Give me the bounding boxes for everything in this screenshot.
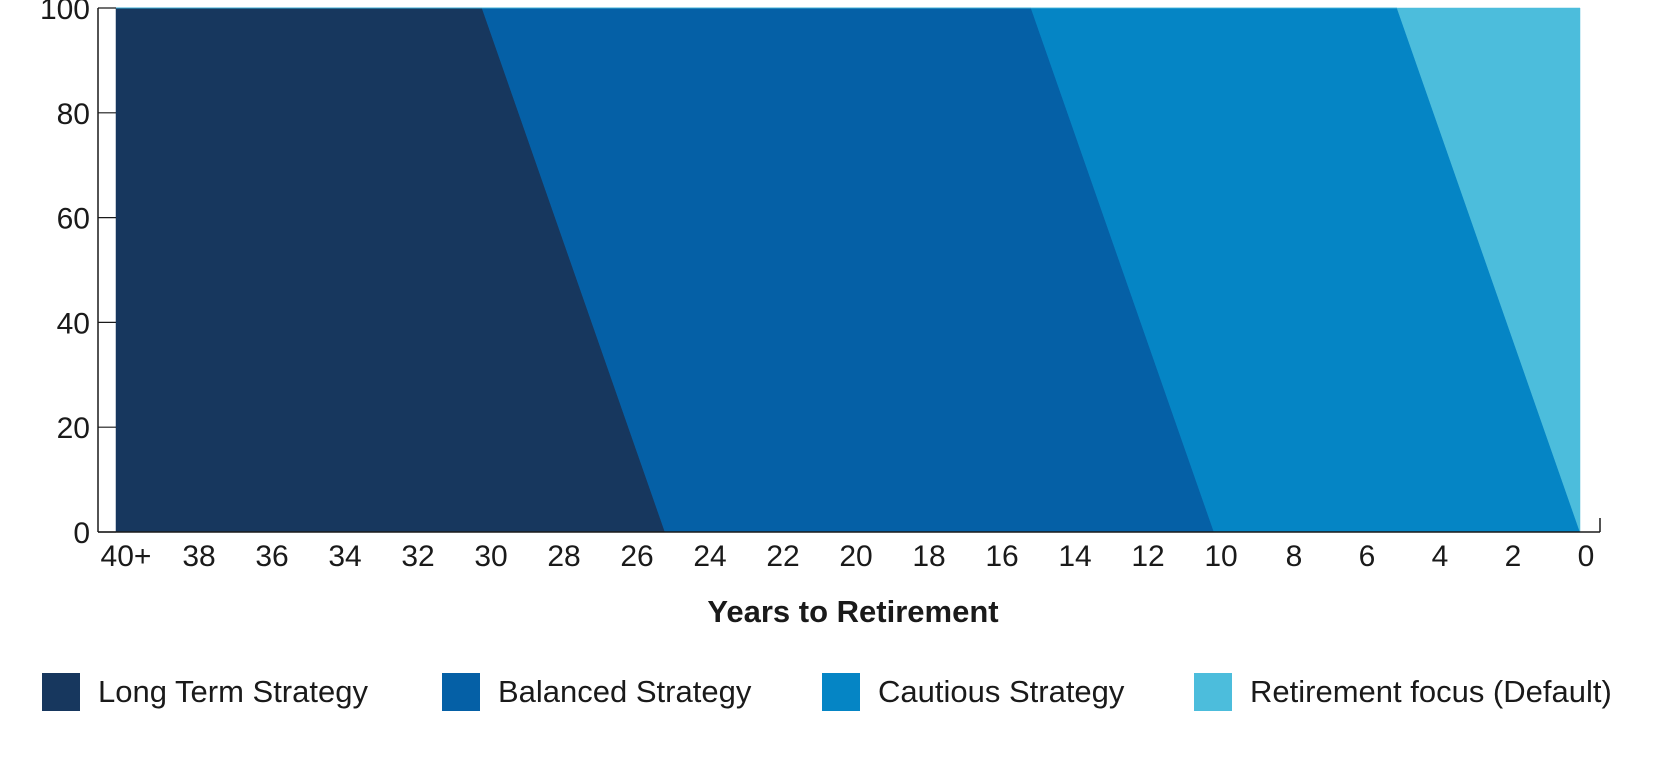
legend-swatch-retirement-focus	[1194, 673, 1232, 711]
x-tick-labels: 40+ 38 36 34 32 30 28 26 24 22 20 18 16 14 12 10 8 6 4 2 0	[101, 540, 1595, 573]
x-tick-label: 40+	[101, 540, 152, 573]
legend-swatch-balanced	[442, 673, 480, 711]
x-tick-label: 34	[328, 540, 361, 573]
x-tick-label: 30	[474, 540, 507, 573]
y-tick-label: 40	[57, 307, 90, 340]
y-tick-labels: 0 20 40 60 80 100	[40, 0, 116, 550]
y-tick-label: 80	[57, 98, 90, 131]
axes-group	[97, 8, 1601, 533]
legend-item-balanced: Balanced Strategy	[442, 672, 751, 712]
x-tick-label: 12	[1131, 540, 1164, 573]
legend-item-cautious: Cautious Strategy	[822, 672, 1124, 712]
x-tick-label: 18	[912, 540, 945, 573]
legend-label-balanced: Balanced Strategy	[498, 674, 752, 709]
legend-item-retirement-focus: Retirement focus (Default)	[1194, 672, 1612, 712]
area-retirement-focus-default	[116, 7, 1581, 533]
x-axis-title: Years to Retirement	[707, 594, 998, 629]
x-tick-label: 24	[693, 540, 726, 573]
legend: Long Term Strategy Balanced Strategy Cau…	[42, 672, 1642, 712]
y-tick-label: 100	[40, 0, 90, 26]
x-tick-label: 22	[766, 540, 799, 573]
x-tick-label: 4	[1432, 540, 1449, 573]
legend-label-retirement-focus: Retirement focus (Default)	[1250, 674, 1612, 709]
legend-item-long-term: Long Term Strategy	[42, 672, 368, 712]
legend-swatch-long-term	[42, 673, 80, 711]
y-tick-label: 0	[73, 517, 90, 550]
x-tick-label: 32	[401, 540, 434, 573]
x-tick-label: 28	[547, 540, 580, 573]
y-tick-label: 20	[57, 412, 90, 445]
x-tick-label: 8	[1286, 540, 1303, 573]
x-tick-label: 20	[839, 540, 872, 573]
area-series-group	[115, 7, 1581, 533]
x-tick-label: 14	[1058, 540, 1091, 573]
x-tick-label: 36	[255, 540, 288, 573]
x-tick-label: 16	[985, 540, 1018, 573]
y-tick-label: 60	[57, 203, 90, 236]
x-tick-label: 10	[1204, 540, 1237, 573]
legend-swatch-cautious	[822, 673, 860, 711]
legend-label-cautious: Cautious Strategy	[878, 674, 1125, 709]
x-tick-label: 6	[1359, 540, 1376, 573]
x-tick-label: 2	[1505, 540, 1522, 573]
legend-label-long-term: Long Term Strategy	[98, 674, 368, 709]
x-tick-label: 26	[620, 540, 653, 573]
x-tick-label: 38	[182, 540, 215, 573]
x-tick-label: 0	[1578, 540, 1595, 573]
